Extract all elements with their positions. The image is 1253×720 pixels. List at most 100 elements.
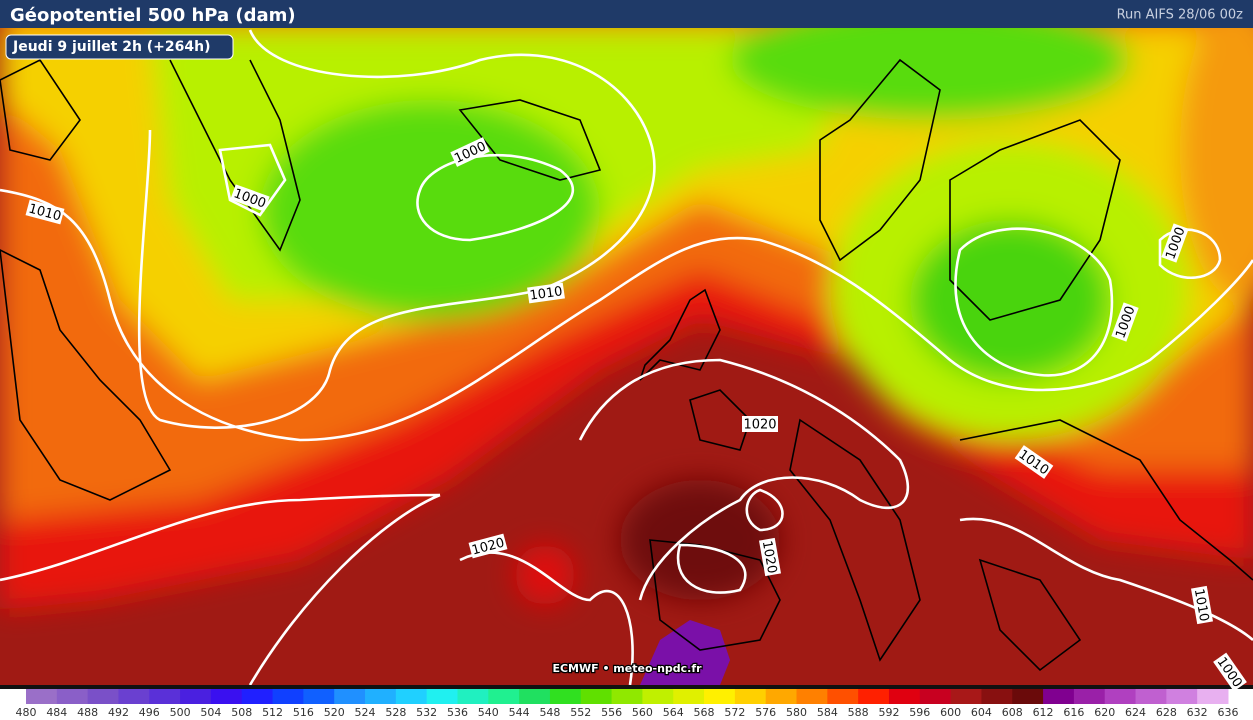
colorbar-label: 608 (1002, 706, 1023, 719)
colorbar-label: 500 (170, 706, 191, 719)
contour-1020 (578, 358, 1253, 641)
coastlines (0, 58, 1253, 672)
colorbar-cell (611, 689, 643, 704)
contour-1020-west (0, 493, 634, 685)
colorbar-cell (56, 689, 89, 704)
contour-label-bg (468, 533, 508, 559)
contour-label-text: 1020 (759, 540, 780, 575)
colorbar-cell (149, 689, 181, 704)
colorbar-label: 496 (139, 706, 160, 719)
colorbar-label: 556 (601, 706, 622, 719)
run-label: Run AIFS 28/06 00z (1117, 8, 1244, 23)
contour-label-bg (1014, 445, 1054, 479)
contour-label-bg (230, 184, 270, 212)
field-green-east (910, 220, 1110, 380)
colorbar-cell (426, 689, 458, 704)
colorbar-label: 504 (200, 706, 221, 719)
colorbar-cell (395, 689, 428, 704)
contour-label: 1020 (759, 537, 782, 577)
colorbar-label: 616 (1063, 706, 1084, 719)
colorbar-label: 548 (539, 706, 560, 719)
colorbar-cell (272, 689, 304, 704)
colorbar-cell (673, 689, 705, 704)
contour-label-text: 1010 (529, 284, 564, 303)
contour-label: 1010 (1190, 585, 1214, 625)
colorbar-cell (365, 689, 397, 704)
colorbar-label: 488 (77, 706, 98, 719)
colorbar-cell (549, 689, 582, 704)
contour-1000-greenland (218, 143, 287, 217)
contour-label: 1010 (527, 282, 565, 304)
colorbar-label: 604 (971, 706, 992, 719)
colorbar-label: 532 (416, 706, 437, 719)
colorbar-cell (858, 689, 890, 704)
colorbar-label: 568 (694, 706, 715, 719)
colorbar-label: 560 (632, 706, 653, 719)
colorbar-cell (981, 689, 1013, 704)
contour-label-bg (527, 282, 565, 304)
colorbar-label: 536 (447, 706, 468, 719)
contour-label-bg (1190, 585, 1214, 625)
colorbar-label: 612 (1033, 706, 1054, 719)
colorbar-cell (642, 689, 674, 704)
colorbar-cell (1043, 689, 1075, 704)
colorbar-cell (303, 689, 335, 704)
colorbar-label: 584 (817, 706, 838, 719)
colorbar-label: 484 (46, 706, 67, 719)
contour-label-bg (1161, 223, 1189, 263)
field-green-north (730, 28, 1130, 120)
colorbar-cell (1104, 689, 1137, 704)
colorbar-label: 544 (509, 706, 530, 719)
colorbar-cell (796, 689, 828, 704)
colorbar: 480 484 488 492 496 500 504 508 512 516 520 524 528 5… (16, 689, 1239, 719)
contour-label-bg (450, 137, 490, 167)
header-bar (0, 0, 1253, 28)
colorbar-label: 624 (1125, 706, 1146, 719)
colorbar-cell (919, 689, 952, 704)
colorbar-label: 516 (293, 706, 314, 719)
colorbar-cell (210, 689, 243, 704)
colorbar-label: 600 (940, 706, 961, 719)
colorbar-cell (241, 689, 274, 704)
map-border (0, 685, 1253, 689)
colorbar-cell (1166, 689, 1198, 704)
colorbar-label: 588 (848, 706, 869, 719)
colorbar-cell (1197, 689, 1229, 704)
valid-label: Jeudi 9 juillet 2h (+264h) (12, 39, 211, 55)
colorbar-cell (888, 689, 921, 704)
colorbar-cell (334, 689, 366, 704)
colorbar-label: 480 (16, 706, 37, 719)
valid-badge (5, 34, 234, 60)
colorbar-cell (734, 689, 767, 704)
colorbar-label: 596 (909, 706, 930, 719)
field-green (260, 100, 600, 320)
contour-label-bg (1213, 652, 1247, 692)
map-title: Géopotentiel 500 hPa (dam) (10, 5, 296, 26)
colorbar-cell (580, 689, 613, 704)
colorbar-label: 492 (108, 706, 129, 719)
field-purple (640, 620, 730, 685)
colorbar-label: 576 (755, 706, 776, 719)
contour-label-bg (25, 199, 65, 225)
colorbar-cell (704, 689, 736, 704)
colorbar-label: 540 (478, 706, 499, 719)
colorbar-cell (180, 689, 212, 704)
colorbar-cell (1012, 689, 1044, 704)
colorbar-label: 520 (324, 706, 345, 719)
colorbar-cell (950, 689, 982, 704)
contour-1010 (0, 188, 1253, 442)
colorbar-label: 552 (570, 706, 591, 719)
colorbar-cell (457, 689, 489, 704)
colorbar-cell (87, 689, 119, 704)
colorbar-cell (1073, 689, 1106, 704)
colorbar-label: 592 (878, 706, 899, 719)
colorbar-cell (118, 689, 150, 704)
contour-label-bg (742, 416, 778, 432)
credit: ECMWF • meteo-npdc.fr (552, 662, 702, 675)
colorbar-label: 512 (262, 706, 283, 719)
contour-label-text: 1010 (1191, 588, 1212, 623)
colorbar-label: 632 (1187, 706, 1208, 719)
colorbar-cell (1135, 689, 1167, 704)
colorbar-label: 524 (355, 706, 376, 719)
colorbar-cell (765, 689, 798, 704)
